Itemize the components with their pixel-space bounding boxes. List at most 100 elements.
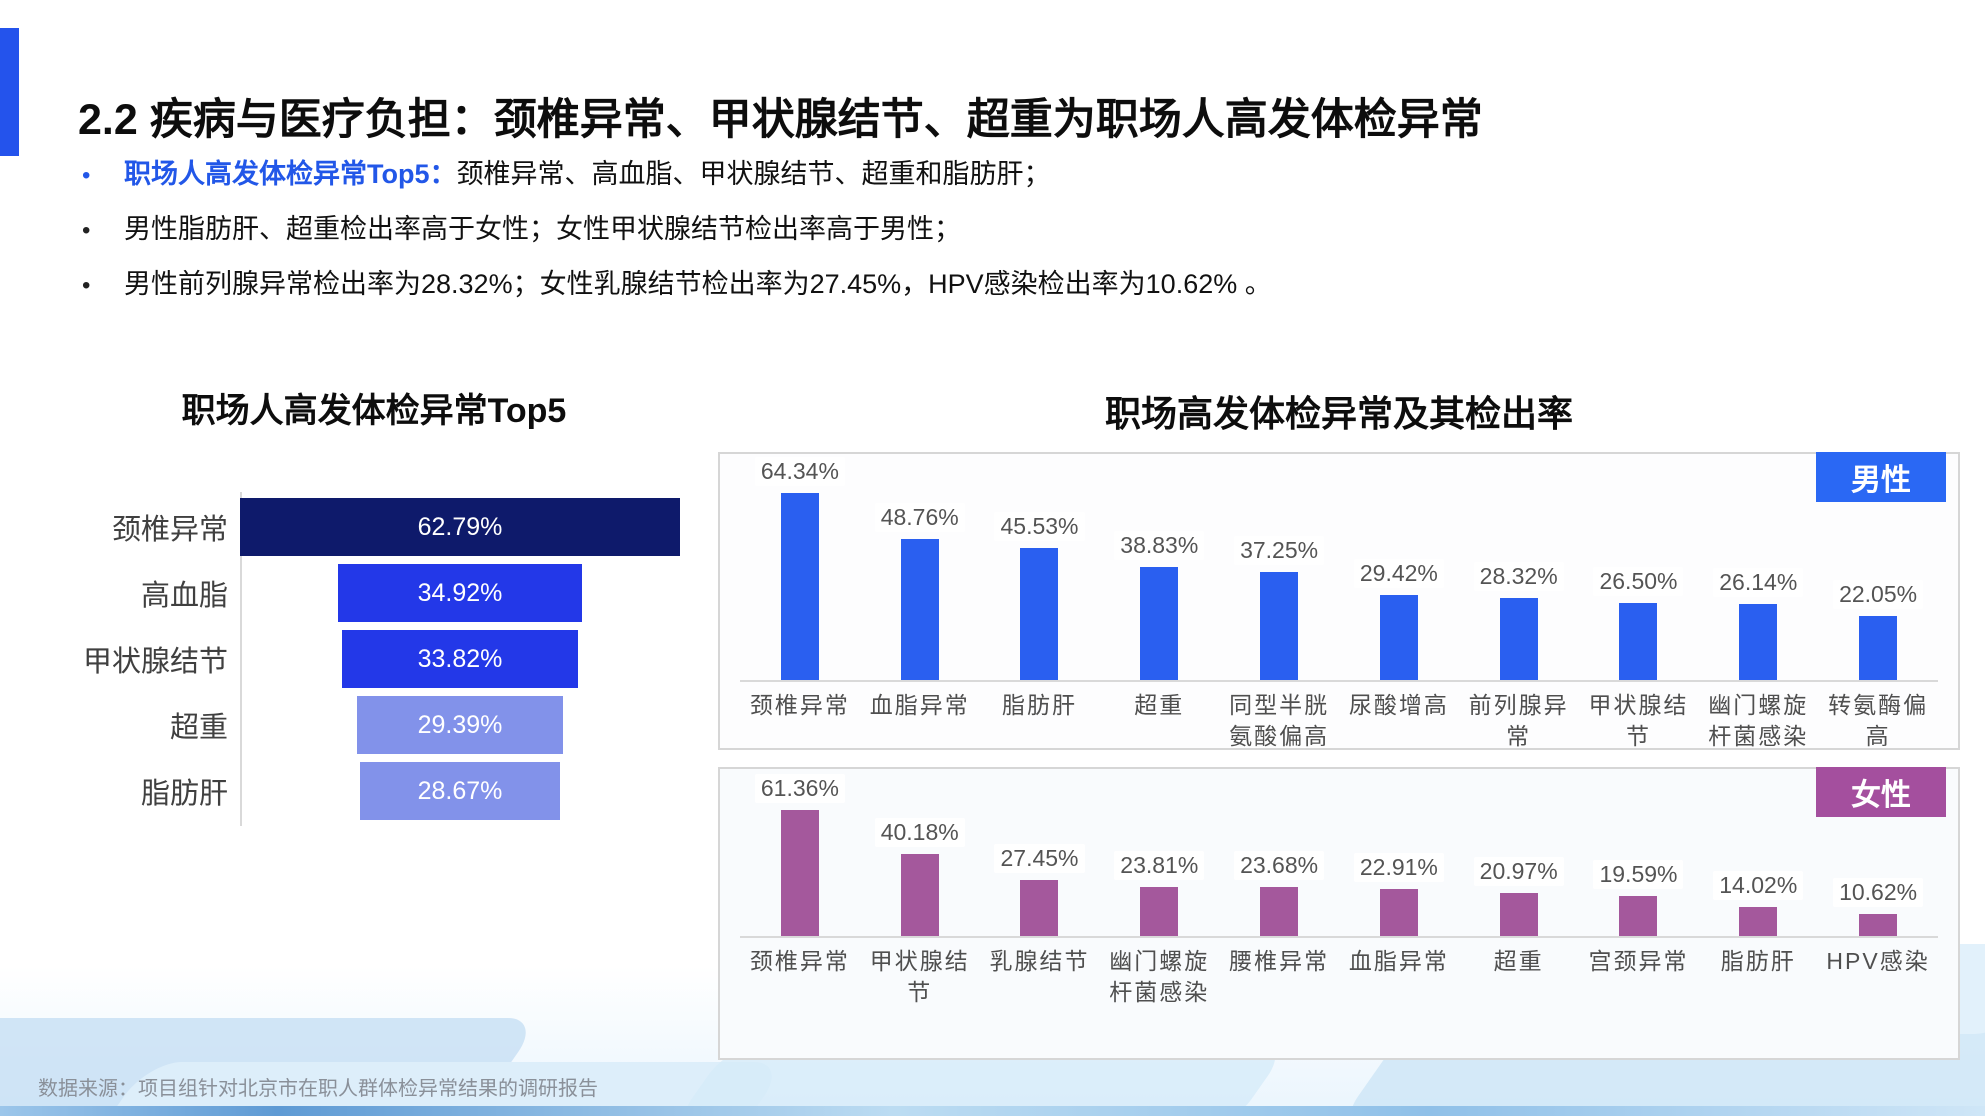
bar-value-label: 22.05% (1833, 580, 1924, 610)
bar-column: 29.42% (1339, 454, 1459, 680)
bar-column: 22.91% (1339, 769, 1459, 936)
bar (900, 853, 939, 936)
bar-value-label: 61.36% (754, 774, 845, 804)
bar-category-label: 乳腺结节 (989, 948, 1090, 974)
bar-category-label: 宫颈异常 (1588, 948, 1689, 974)
bar-value-label: 23.81% (1114, 851, 1205, 881)
bar-column: 28.32% (1459, 454, 1579, 680)
bar-column: 37.25% (1219, 454, 1339, 680)
funnel-row: 脂肪肝 28.67% (48, 762, 700, 820)
bar-value-label: 38.83% (1114, 531, 1205, 561)
bar-value-label: 64.34% (754, 457, 845, 487)
bar (900, 538, 939, 680)
title-accent-bar (0, 28, 19, 156)
bar-column: 64.34% (740, 454, 860, 680)
bar-category-label: 颈椎异常 (749, 692, 850, 718)
bar-column: 19.59% (1579, 769, 1699, 936)
bar (1379, 594, 1418, 680)
funnel-track: 29.39% (240, 696, 700, 754)
male-badge: 男性 (1816, 452, 1946, 502)
bar-category-label: 甲状腺结节 (869, 948, 970, 1005)
bullet-text: 男性脂肪肝、超重检出率高于女性；女性甲状腺结节检出率高于男性； (124, 214, 961, 244)
bar-value-label: 28.32% (1473, 561, 1564, 591)
bar (1739, 604, 1778, 680)
male-plot: 64.34% 48.76% 45.53% 38.83% 37.25% 29.42% 28.3… (740, 454, 1938, 682)
bar-value-label: 10.62% (1833, 878, 1924, 908)
bar-category-label: 腰椎异常 (1229, 948, 1330, 974)
bar-category-label: 尿酸增高 (1348, 692, 1449, 718)
bullet-item: • 职场人高发体检异常Top5：颈椎异常、高血脂、甲状腺结节、超重和脂肪肝； (82, 156, 1272, 194)
bar-category-label: 甲状腺结节 (1588, 692, 1689, 749)
bullet-marker: • (82, 162, 91, 189)
gender-charts-title: 职场高发体检异常及其检出率 (1104, 393, 1573, 434)
bar-category-label: 幽门螺旋杆菌感染 (1708, 692, 1809, 749)
funnel-bar: 62.79% (240, 498, 680, 556)
bar-value-label: 37.25% (1234, 535, 1325, 565)
bar-column: 22.05% (1818, 454, 1938, 680)
bar (1499, 893, 1538, 936)
bar (1140, 887, 1179, 936)
funnel-category-label: 脂肪肝 (140, 778, 228, 810)
bar-category-label: 脂肪肝 (1001, 692, 1077, 718)
funnel-row: 高血脂 34.92% (48, 564, 700, 622)
funnel-value-label: 28.67% (417, 776, 503, 805)
bar-category-label: 转氨酶偏高 (1828, 692, 1929, 749)
bar-value-label: 26.14% (1713, 568, 1804, 598)
female-badge: 女性 (1816, 767, 1946, 817)
funnel-track: 28.67% (240, 762, 700, 820)
bar-category-label: 前列腺异常 (1468, 692, 1569, 749)
bar-column: 61.36% (740, 769, 860, 936)
bar-category-label: 同型半胱氨酸偏高 (1229, 692, 1330, 749)
funnel-track: 33.82% (240, 630, 700, 688)
funnel-axis-line (240, 492, 242, 826)
page-title: 2.2 疾病与医疗负担：颈椎异常、甲状腺结节、超重为职场人高发体检异常 (78, 95, 1483, 144)
bar-category-label: 脂肪肝 (1720, 948, 1796, 974)
funnel-track: 62.79% (240, 498, 700, 556)
bar (1619, 895, 1658, 936)
bar-category-label: 血脂异常 (1348, 948, 1449, 974)
bar (1260, 887, 1299, 936)
bar (1140, 567, 1179, 680)
bar-category-label: HPV感染 (1826, 948, 1930, 974)
source-note: 数据来源：项目组针对北京市在职人群体检异常结果的调研报告 (38, 1078, 598, 1100)
female-plot: 61.36% 40.18% 27.45% 23.81% 23.68% 22.91% 20.9… (740, 769, 1938, 938)
bar (780, 810, 819, 936)
male-xlabels: 颈椎异常 血脂异常 脂肪肝 超重 同型半胱氨酸偏高 尿酸增高 前列腺异常 甲状腺结节 幽门螺旋杆… (740, 690, 1938, 752)
bar (1260, 571, 1299, 680)
funnel-value-label: 29.39% (417, 710, 503, 739)
bar (1859, 914, 1898, 936)
female-xlabels: 颈椎异常 甲状腺结节 乳腺结节 幽门螺旋杆菌感染 腰椎异常 血脂异常 超重 宫颈异常 脂肪肝 HP… (740, 946, 1938, 1008)
bar-value-label: 26.50% (1593, 567, 1684, 597)
bar-column: 23.68% (1219, 769, 1339, 936)
funnel-value-label: 33.82% (417, 644, 503, 673)
bullet-marker: • (82, 217, 91, 244)
funnel-category-label: 超重 (169, 712, 228, 744)
funnel-chart-title: 职场人高发体检异常Top5 (181, 392, 567, 430)
bar-category-label: 幽门螺旋杆菌感染 (1109, 948, 1210, 1005)
bar-column: 38.83% (1099, 454, 1219, 680)
bar-value-label: 22.91% (1353, 853, 1444, 883)
funnel-row: 颈椎异常 62.79% (48, 498, 700, 556)
funnel-bar: 34.92% (337, 564, 583, 622)
bar-column: 27.45% (980, 769, 1100, 936)
bar-column: 26.14% (1698, 454, 1818, 680)
funnel-category-label: 甲状腺结节 (82, 646, 228, 678)
bar (1499, 597, 1538, 680)
funnel-category-label: 颈椎异常 (111, 514, 228, 546)
bar (1379, 889, 1418, 936)
bar-value-label: 27.45% (994, 843, 1085, 873)
bar-column: 14.02% (1698, 769, 1818, 936)
bullet-marker: • (82, 272, 91, 299)
funnel-bar: 28.67% (359, 762, 561, 820)
bar-value-label: 40.18% (874, 817, 965, 847)
bar-category-label: 超重 (1134, 692, 1185, 718)
funnel-rows: 颈椎异常 62.79% 高血脂 34.92% 甲状腺结节 33.82% 超重 29.39% 脂肪… (48, 492, 700, 826)
bar-value-label: 23.68% (1234, 851, 1325, 881)
bar-column: 48.76% (860, 454, 980, 680)
funnel-bar: 33.82% (341, 630, 579, 688)
funnel-bar: 29.39% (357, 696, 563, 754)
bar-column: 26.50% (1579, 454, 1699, 680)
bar (780, 493, 819, 680)
bar-value-label: 19.59% (1593, 859, 1684, 889)
bar (1859, 616, 1898, 680)
